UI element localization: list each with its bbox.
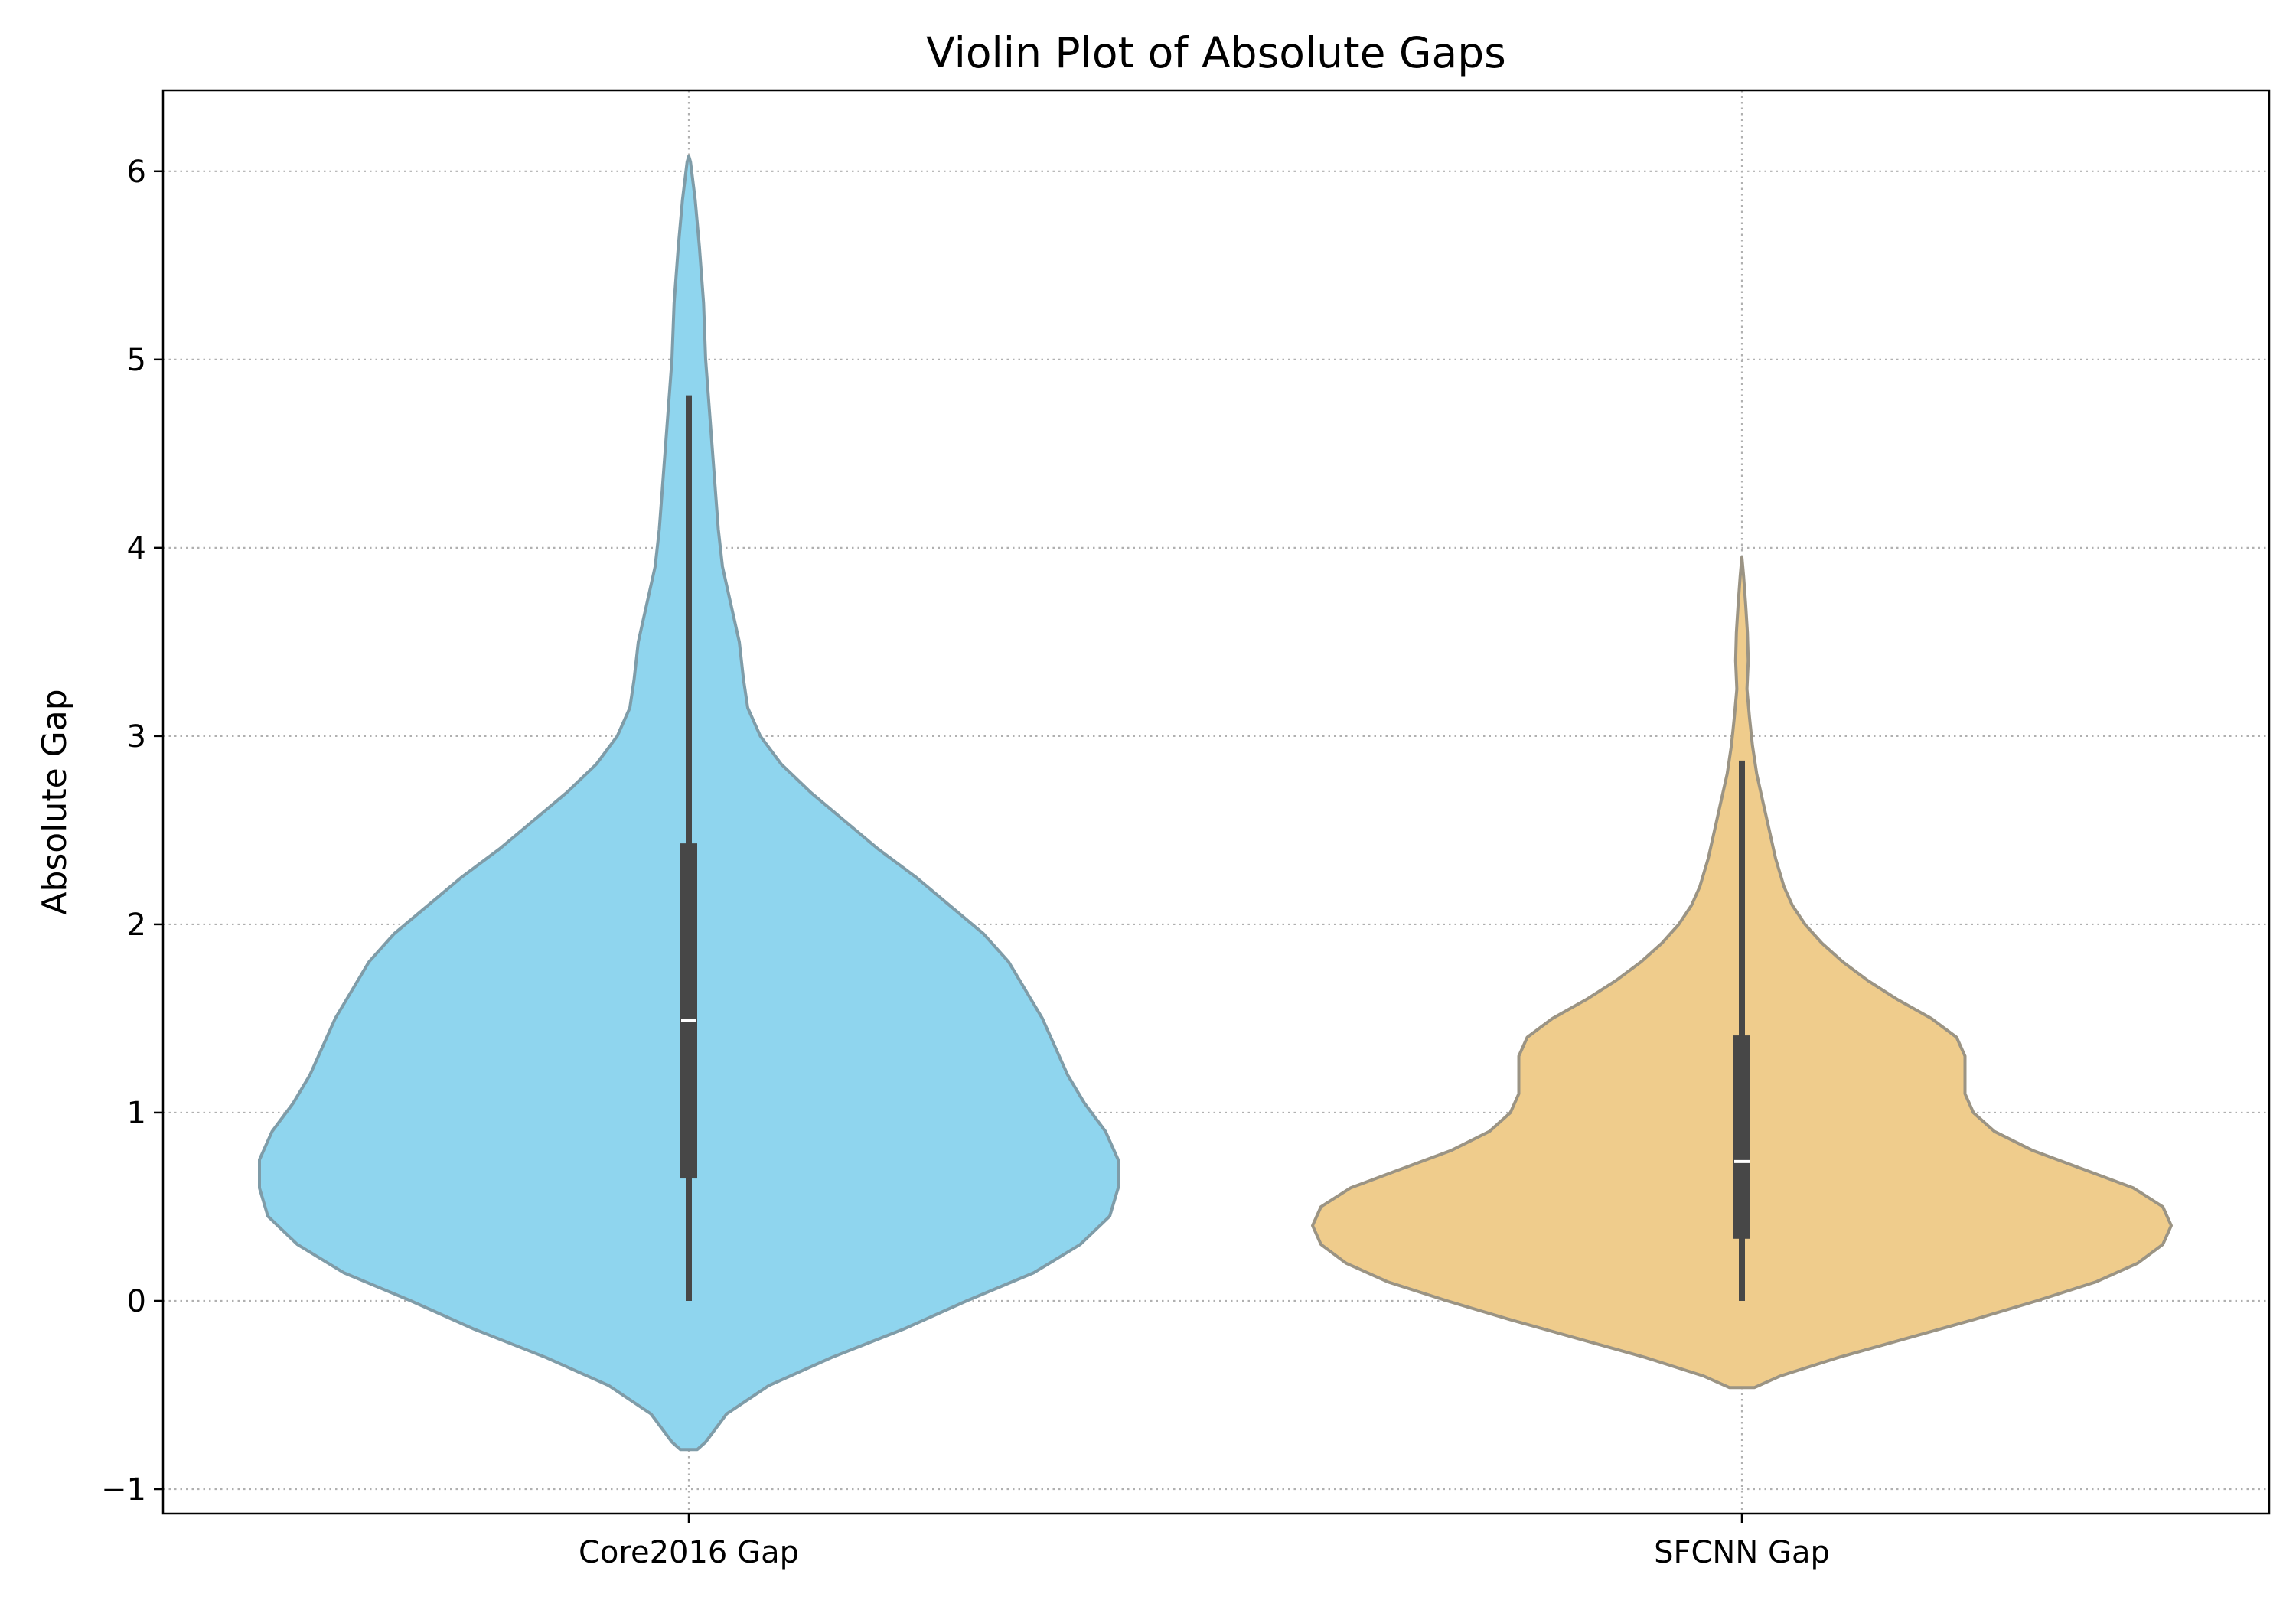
- y-axis: −1 0 1 2 3 4 5 6: [101, 155, 163, 1508]
- violin-layer: [258, 155, 2173, 1452]
- iqr-box: [1733, 1035, 1750, 1239]
- x-tick-label: Core2016 Gap: [579, 1535, 799, 1570]
- y-tick-label: 4: [127, 531, 146, 566]
- x-tick-label: SFCNN Gap: [1654, 1535, 1830, 1570]
- y-tick-label: 1: [127, 1096, 146, 1131]
- y-tick-label: −1: [101, 1472, 146, 1508]
- y-tick-label: 3: [127, 719, 146, 755]
- y-tick-label: 0: [127, 1284, 146, 1319]
- y-tick-label: 5: [127, 343, 146, 378]
- y-tick-label: 6: [127, 155, 146, 190]
- y-axis-label: Absolute Gap: [35, 689, 74, 914]
- box-layer: [680, 395, 1750, 1301]
- y-tick-label: 2: [127, 908, 146, 943]
- chart-title: Violin Plot of Absolute Gaps: [926, 28, 1506, 77]
- x-axis: Core2016 Gap SFCNN Gap: [579, 1514, 1830, 1570]
- iqr-box: [680, 843, 697, 1179]
- plot-frame: [161, 89, 2271, 1515]
